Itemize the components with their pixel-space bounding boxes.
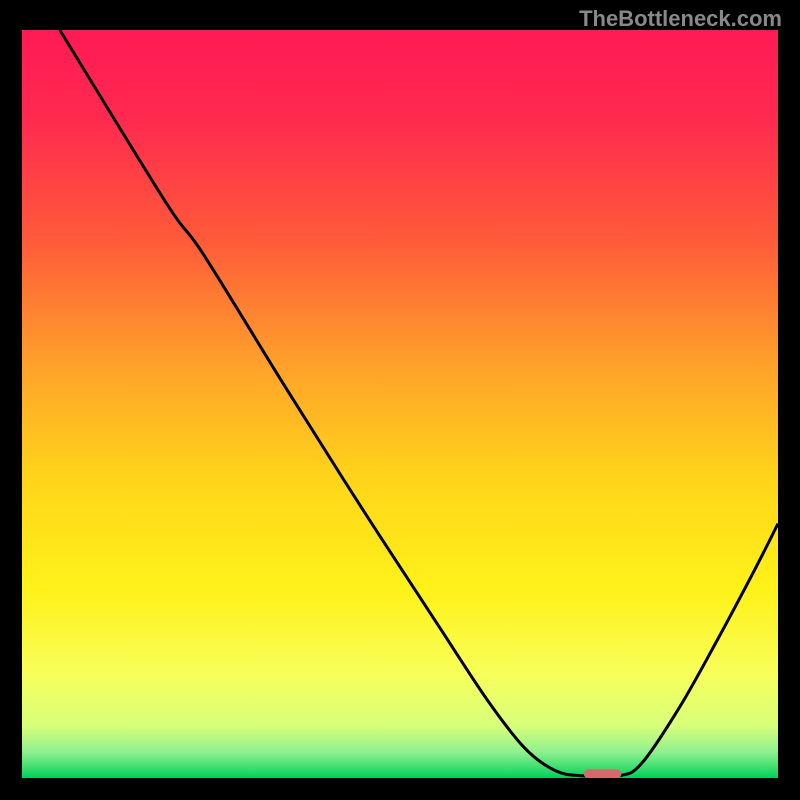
- gradient-background: [22, 30, 778, 778]
- chart-container: TheBottleneck.com: [0, 0, 800, 800]
- optimal-marker: [584, 769, 622, 778]
- watermark-text: TheBottleneck.com: [579, 6, 782, 32]
- chart-svg: [22, 30, 778, 778]
- plot-area: [22, 30, 778, 778]
